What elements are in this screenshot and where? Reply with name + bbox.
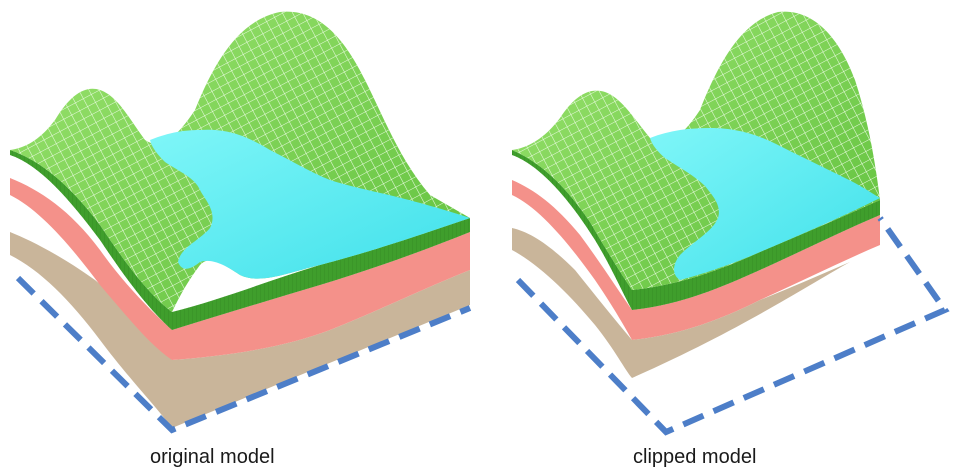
bottom-layer-left-face-clipped — [512, 228, 632, 378]
clip-outline-clipped — [515, 216, 950, 436]
bottom-layer-left-face — [10, 232, 172, 428]
middle-layer-left-face-clipped — [512, 180, 632, 340]
clipped-model — [512, 11, 950, 436]
water-surface-clipped — [650, 128, 880, 280]
caption-original-model: original model — [150, 446, 275, 468]
middle-layer-left-face — [10, 178, 172, 360]
clip-outline-original — [15, 275, 472, 434]
bottom-layer-front-face-clipped — [632, 262, 850, 378]
original-model — [10, 11, 472, 434]
middle-layer-front-face-clipped — [632, 215, 880, 340]
caption-clipped-model: clipped model — [633, 446, 757, 468]
water-surface — [150, 129, 470, 279]
middle-layer-front-face — [172, 232, 470, 360]
bottom-layer-front-face — [172, 270, 470, 428]
